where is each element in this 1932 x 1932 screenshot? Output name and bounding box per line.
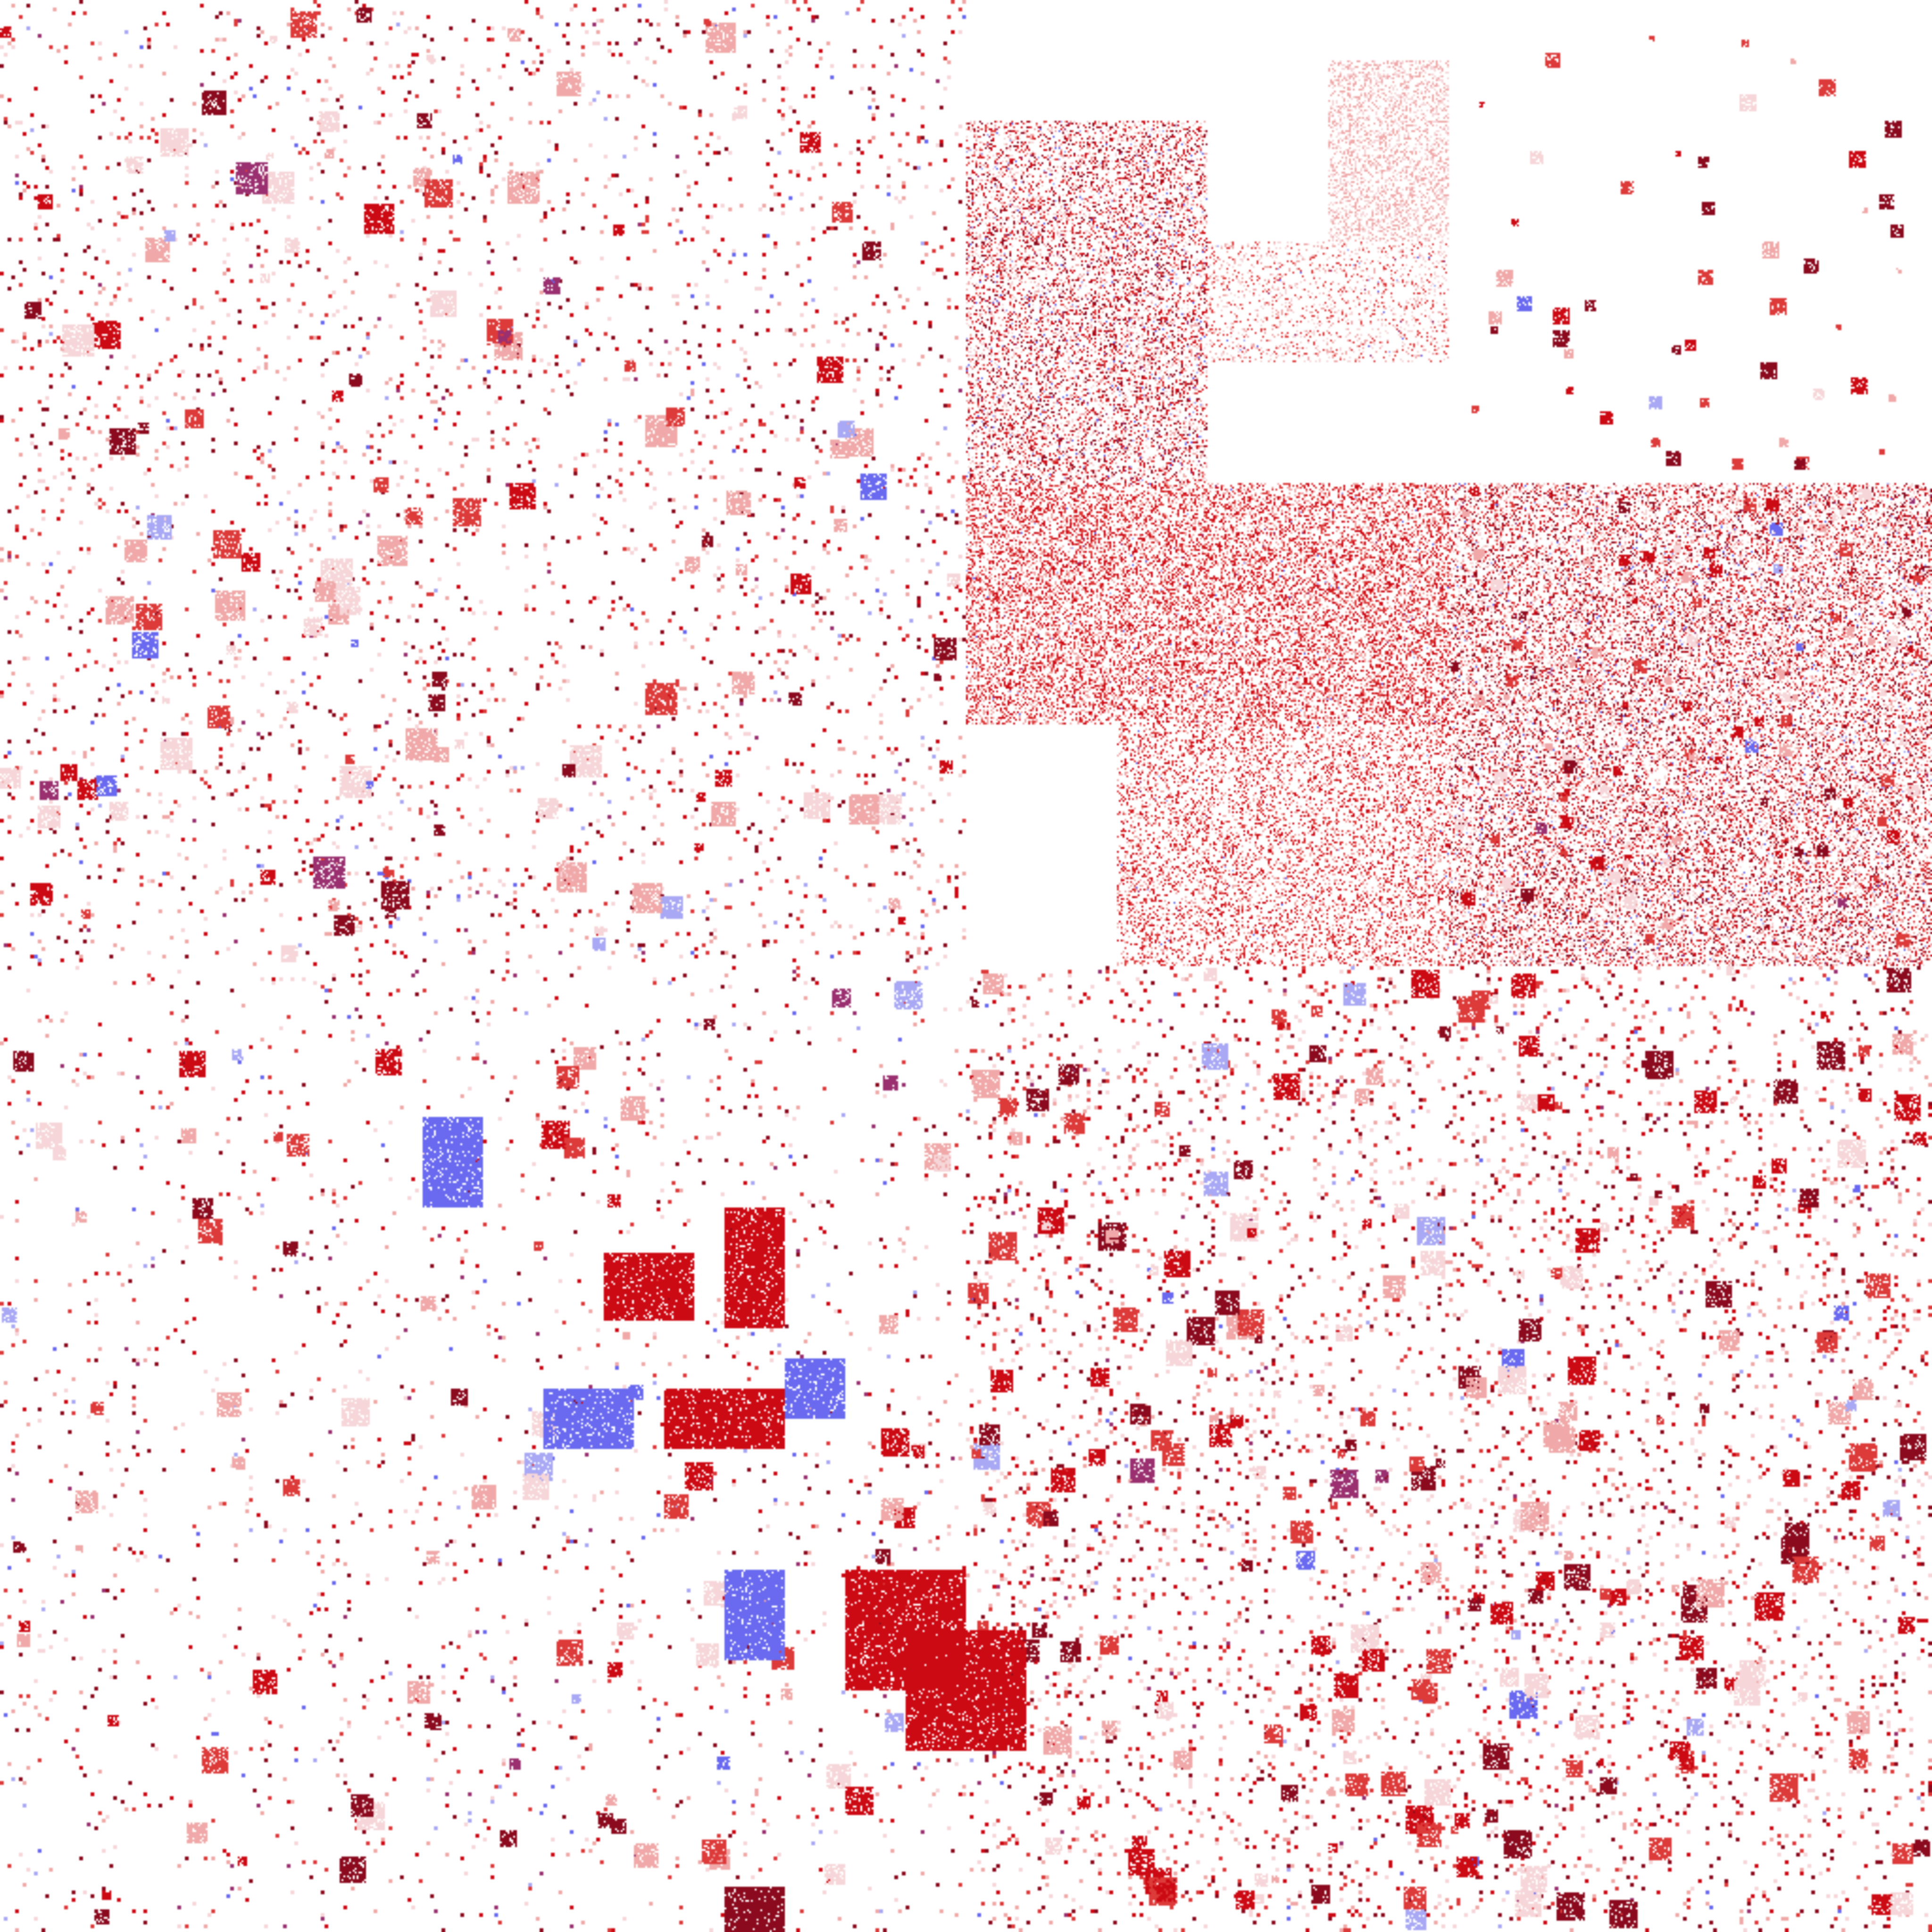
pixel-canvas (0, 0, 1932, 1932)
pixel-visualization (0, 0, 1932, 1932)
